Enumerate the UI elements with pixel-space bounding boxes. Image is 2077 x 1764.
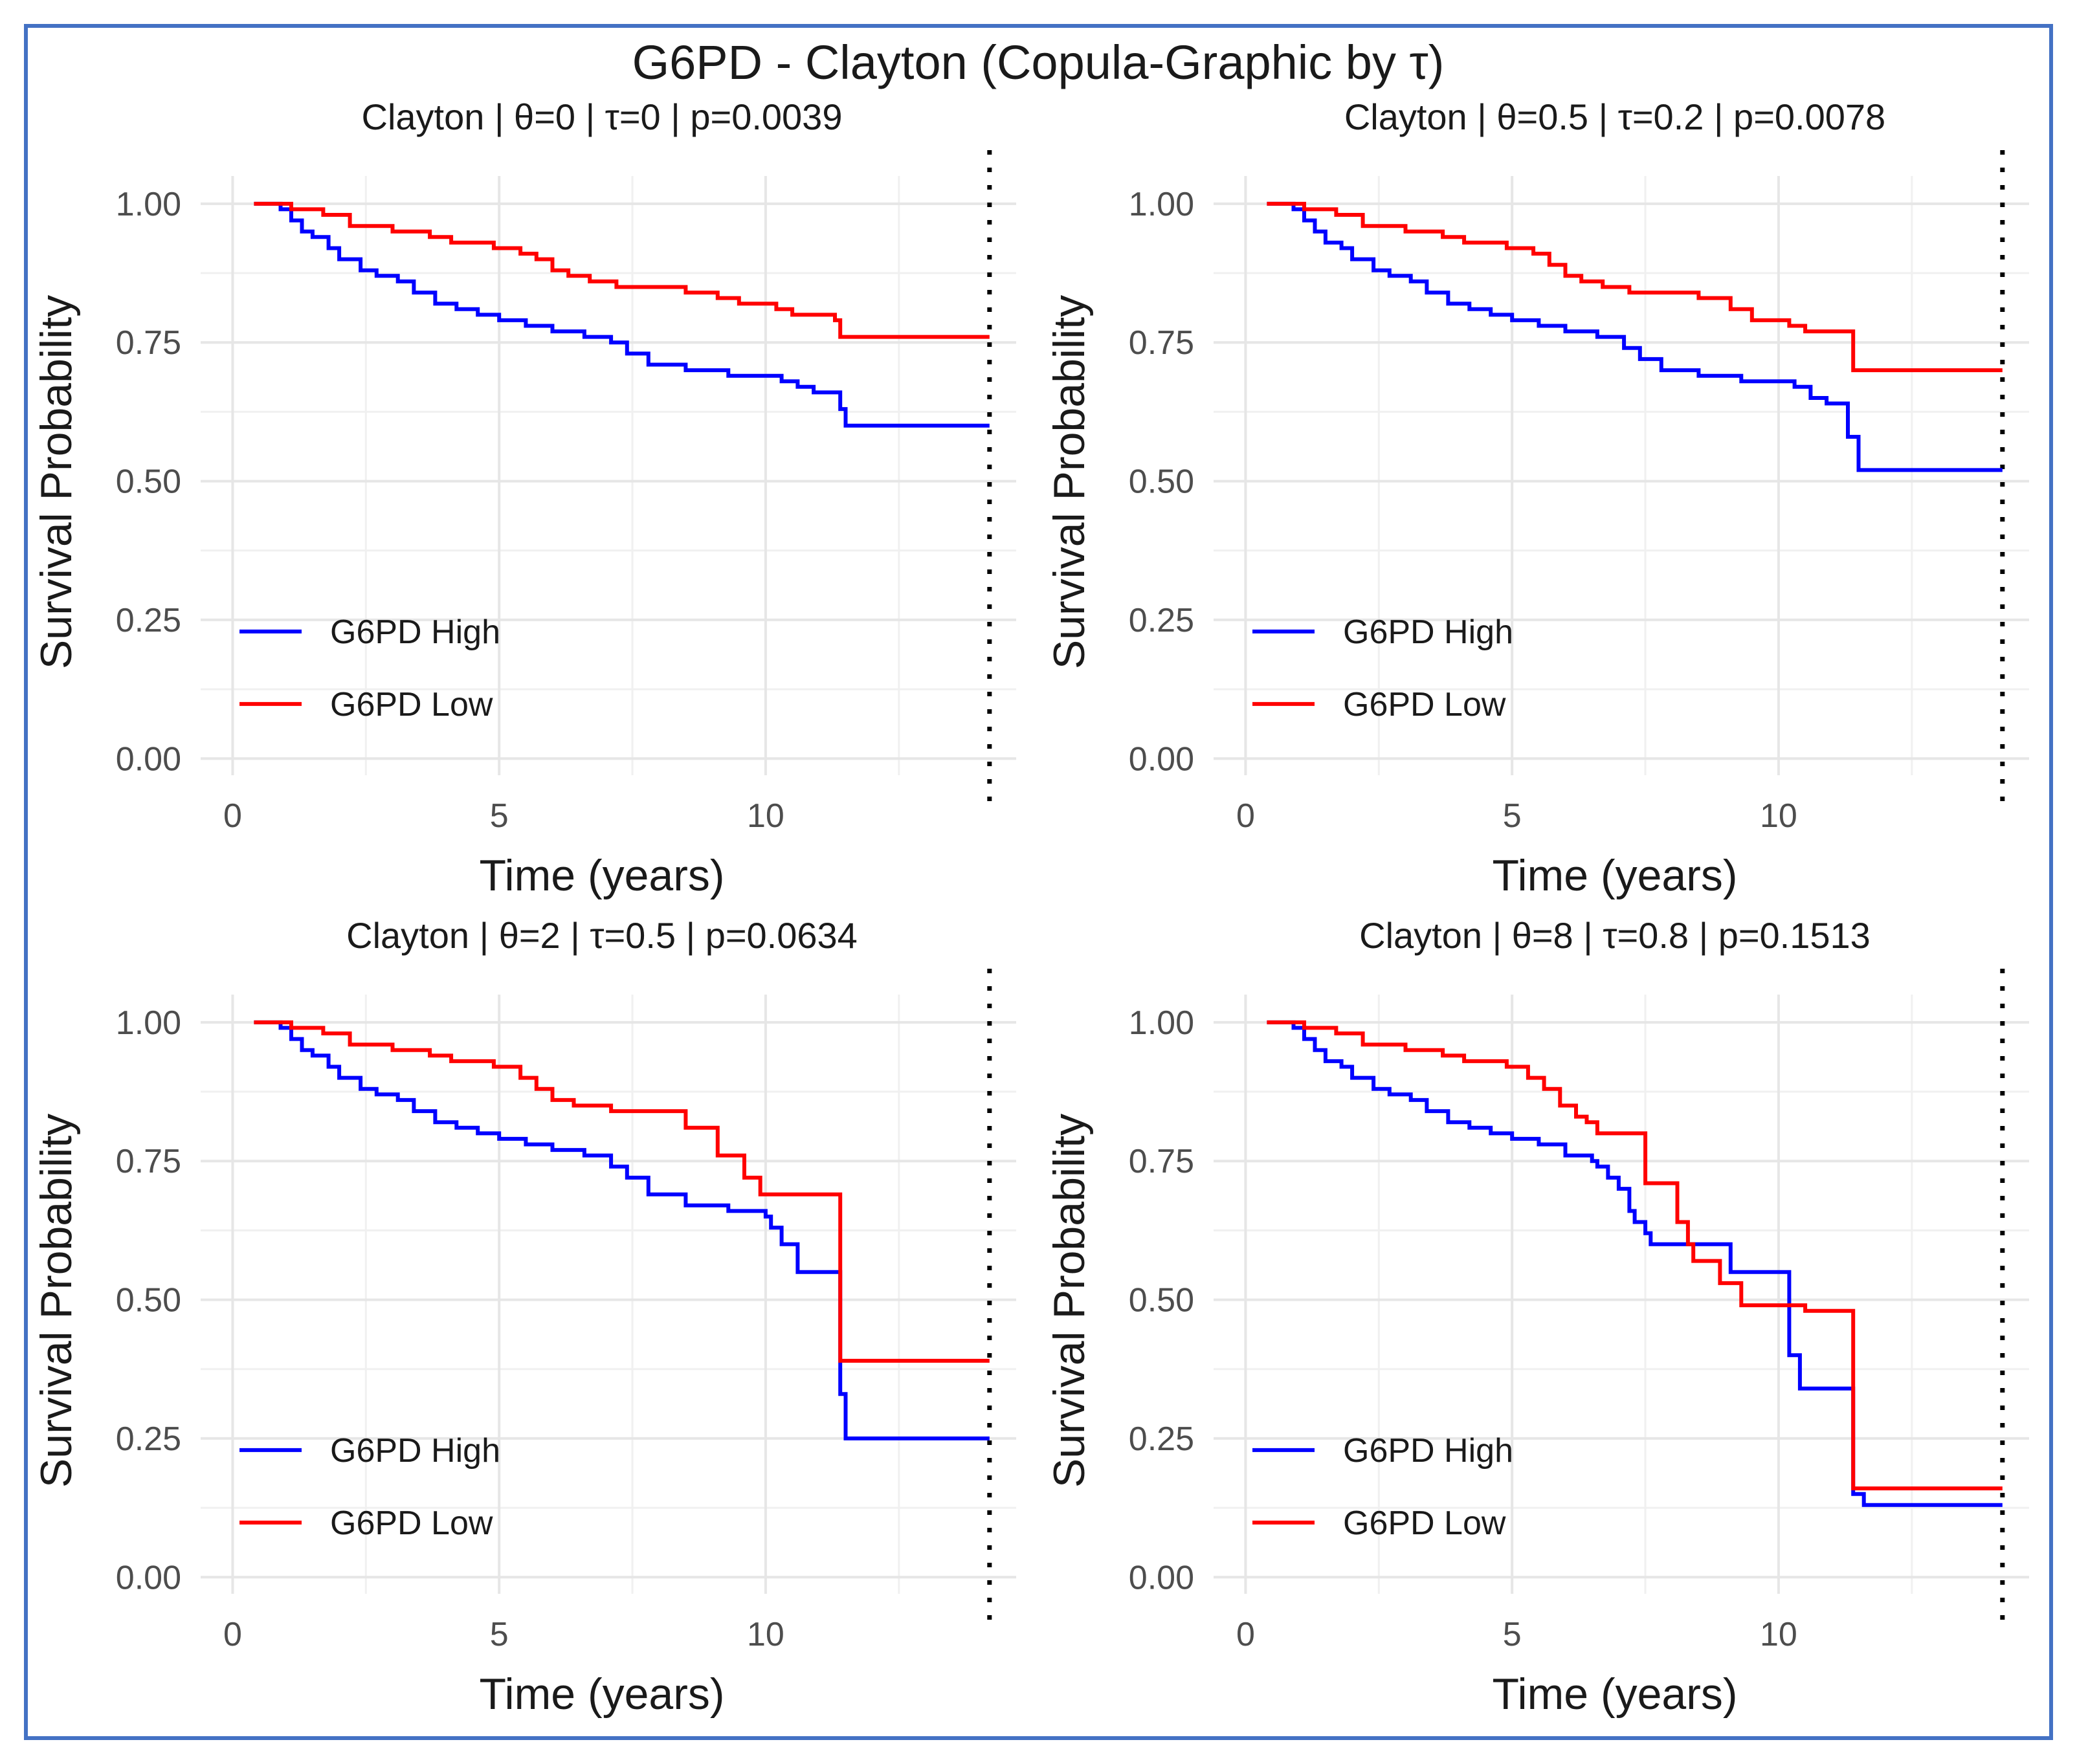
legend-label-g6pd-low: G6PD Low — [1343, 1505, 1506, 1542]
series-g6pd-low-line — [254, 201, 990, 339]
panel-title: Clayton | θ=0.5 | τ=0.2 | p=0.0078 — [1344, 96, 1885, 137]
legend: G6PD High G6PD Low — [1252, 1432, 1513, 1542]
x-axis-title: Time (years) — [479, 851, 724, 900]
y-tick-label: 1.00 — [116, 186, 181, 223]
y-tick-label: 0.75 — [116, 1143, 181, 1180]
x-tick-label: 5 — [1503, 1616, 1522, 1653]
series-g6pd-high-line — [254, 201, 990, 428]
y-tick-label: 0.25 — [116, 602, 181, 639]
y-tick-label: 1.00 — [1129, 186, 1194, 223]
legend-label-g6pd-high: G6PD High — [1343, 1432, 1513, 1470]
legend: G6PD High G6PD Low — [239, 613, 500, 723]
y-tick-label: 0.25 — [1129, 1420, 1194, 1458]
y-tick-label: 0.75 — [1129, 324, 1194, 362]
y-tick-label: 0.00 — [116, 740, 181, 778]
y-tick-label: 0.50 — [116, 463, 181, 501]
y-tick-label: 0.00 — [1129, 1559, 1194, 1596]
y-tick-label: 0.50 — [1129, 463, 1194, 501]
panel-title: Clayton | θ=8 | τ=0.8 | p=0.1513 — [1359, 915, 1871, 956]
x-tick-label: 10 — [747, 1616, 784, 1653]
panels: Clayton | θ=0 | τ=0 | p=0.0039 0.00 0.25 0.… — [32, 96, 2029, 1719]
series-g6pd-low-line — [254, 1020, 990, 1363]
legend-label-g6pd-high: G6PD High — [330, 613, 500, 651]
figure-title: G6PD - Clayton (Copula-Graphic by τ) — [632, 36, 1445, 89]
x-tick-label: 5 — [490, 1616, 509, 1653]
y-tick-label: 0.00 — [116, 1559, 181, 1596]
y-tick-label: 0.00 — [1129, 740, 1194, 778]
legend-label-g6pd-high: G6PD High — [1343, 613, 1513, 651]
x-axis-title: Time (years) — [1492, 851, 1737, 900]
y-axis-title: Survival Probability — [32, 1114, 81, 1488]
y-tick-label: 1.00 — [116, 1004, 181, 1042]
chart-panel-2: Clayton | θ=0.5 | τ=0.2 | p=0.0078 0.00 0.… — [1045, 96, 2029, 900]
legend-label-g6pd-low: G6PD Low — [330, 686, 493, 723]
y-tick-label: 1.00 — [1129, 1004, 1194, 1042]
x-tick-label: 0 — [1236, 797, 1255, 835]
panel-title: Clayton | θ=0 | τ=0 | p=0.0039 — [362, 96, 843, 137]
figure-frame — [24, 24, 2053, 1740]
y-tick-label: 0.75 — [116, 324, 181, 362]
x-tick-label: 5 — [1503, 797, 1522, 835]
y-axis-title: Survival Probability — [1045, 295, 1094, 669]
x-tick-label: 5 — [490, 797, 509, 835]
y-tick-label: 0.25 — [1129, 602, 1194, 639]
series-g6pd-high-line — [1267, 1020, 2003, 1507]
series-g6pd-low-line — [1267, 1020, 2003, 1491]
x-tick-label: 10 — [747, 797, 784, 835]
legend-label-g6pd-low: G6PD Low — [1343, 686, 1506, 723]
y-axis-title: Survival Probability — [32, 295, 81, 669]
series-g6pd-low-line — [1267, 201, 2003, 373]
y-tick-label: 0.25 — [116, 1420, 181, 1458]
x-tick-label: 0 — [223, 1616, 242, 1653]
y-tick-label: 0.75 — [1129, 1143, 1194, 1180]
x-tick-label: 0 — [1236, 1616, 1255, 1653]
series-g6pd-high-line — [254, 1020, 990, 1440]
y-axis-title: Survival Probability — [1045, 1114, 1094, 1488]
x-axis-title: Time (years) — [1492, 1670, 1737, 1719]
series-g6pd-high-line — [1267, 201, 2003, 472]
x-tick-label: 10 — [1760, 797, 1797, 835]
legend-label-g6pd-high: G6PD High — [330, 1432, 500, 1470]
x-tick-label: 0 — [223, 797, 242, 835]
y-tick-label: 0.50 — [1129, 1282, 1194, 1319]
chart-panel-1: Clayton | θ=0 | τ=0 | p=0.0039 0.00 0.25 0.… — [32, 96, 1016, 900]
x-axis-title: Time (years) — [479, 1670, 724, 1719]
legend: G6PD High G6PD Low — [239, 1432, 500, 1542]
chart-panel-4: Clayton | θ=8 | τ=0.8 | p=0.1513 0.00 0.25… — [1045, 915, 2029, 1719]
x-tick-label: 10 — [1760, 1616, 1797, 1653]
panel-title: Clayton | θ=2 | τ=0.5 | p=0.0634 — [346, 915, 858, 956]
chart-panel-3: Clayton | θ=2 | τ=0.5 | p=0.0634 0.00 0.25… — [32, 915, 1016, 1719]
legend: G6PD High G6PD Low — [1252, 613, 1513, 723]
legend-label-g6pd-low: G6PD Low — [330, 1505, 493, 1542]
y-tick-label: 0.50 — [116, 1282, 181, 1319]
